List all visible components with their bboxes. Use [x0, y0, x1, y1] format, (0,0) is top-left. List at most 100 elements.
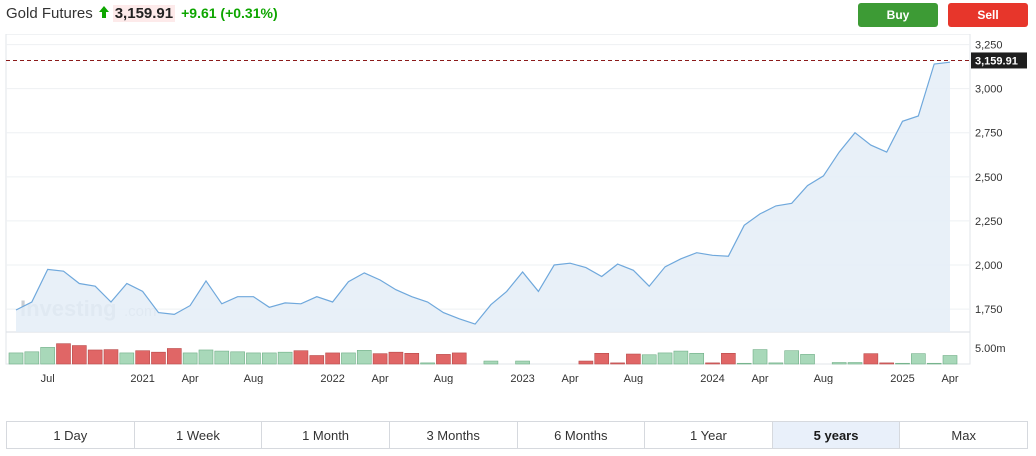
price-point	[601, 275, 603, 277]
sell-button[interactable]: Sell	[948, 3, 1028, 27]
price-point	[47, 268, 49, 270]
volume-bar	[515, 360, 530, 365]
range-1-week[interactable]: 1 Week	[134, 422, 263, 448]
volume-bar	[56, 343, 71, 365]
x-tick-label: Apr	[562, 373, 579, 384]
price-point	[506, 290, 508, 292]
volume-bar	[72, 345, 87, 365]
price-area-fill	[16, 62, 950, 332]
volume-bar	[325, 352, 340, 365]
range-max[interactable]: Max	[900, 422, 1027, 448]
x-tick-label: Apr	[751, 373, 768, 384]
price-point	[807, 185, 809, 187]
range-1-month[interactable]: 1 Month	[262, 422, 390, 448]
price-point	[442, 312, 444, 314]
price-point	[838, 151, 840, 153]
price-point	[632, 269, 634, 271]
volume-bar	[911, 353, 926, 365]
price-point	[553, 264, 555, 266]
price-point	[585, 267, 587, 269]
price-point	[15, 309, 17, 311]
y-tick-label: 2,750	[975, 128, 1003, 140]
price-point	[822, 175, 824, 177]
range-3-months[interactable]: 3 Months	[389, 422, 518, 448]
price-point	[648, 285, 650, 287]
range-1-year[interactable]: 1 Year	[645, 422, 773, 448]
price-point	[727, 255, 729, 257]
volume-bar	[293, 350, 309, 365]
volume-bar	[451, 352, 467, 365]
price-point	[411, 296, 413, 298]
price-point	[458, 318, 460, 320]
price-point	[696, 252, 698, 254]
volume-bar	[167, 348, 182, 365]
volume-bar	[610, 362, 625, 365]
price-point	[617, 263, 619, 265]
range-1-day[interactable]: 1 Day	[7, 422, 135, 448]
x-tick-label: Aug	[814, 373, 834, 384]
volume-bar	[372, 353, 388, 365]
price-chart[interactable]: 1,7502,0002,2502,5002,7503,0003,250Inves…	[0, 34, 1036, 384]
price-point	[395, 289, 397, 291]
y-tick-label: 3,000	[975, 84, 1003, 96]
price-point	[791, 202, 793, 204]
volume-bar	[246, 352, 261, 365]
x-tick-label: 2021	[130, 373, 154, 384]
price-point	[427, 301, 429, 303]
price-point	[205, 280, 207, 282]
price-point	[157, 312, 159, 314]
price-point	[712, 254, 714, 256]
price-point	[221, 303, 223, 305]
price-point	[316, 296, 318, 298]
price-point	[902, 120, 904, 122]
volume-bar	[436, 354, 451, 365]
x-tick-label: Apr	[941, 373, 958, 384]
volume-bar	[863, 353, 879, 365]
x-tick-label: 2024	[700, 373, 724, 384]
volume-bar	[103, 349, 119, 365]
volume-bar	[420, 362, 435, 365]
volume-bar	[261, 352, 277, 365]
current-price-tag	[971, 52, 1027, 69]
x-tick-label: Aug	[434, 373, 454, 384]
price-point	[474, 323, 476, 325]
volume-bar	[736, 362, 752, 365]
y-tick-label: 2,000	[975, 260, 1003, 272]
x-tick-label: Aug	[244, 373, 264, 384]
volume-bar	[198, 349, 214, 365]
volume-bar	[895, 362, 910, 365]
x-tick-label: Apr	[372, 373, 389, 384]
volume-bar	[626, 353, 641, 365]
volume-bar	[388, 351, 404, 365]
volume-bar	[879, 362, 894, 365]
price-point	[268, 306, 270, 308]
price-change: +9.61 (+0.31%)	[181, 5, 278, 21]
price-point	[569, 262, 571, 264]
price-point	[237, 296, 239, 298]
price-point	[347, 281, 349, 283]
volume-bar	[800, 354, 815, 365]
y-tick-label: 2,250	[975, 216, 1003, 228]
price-line	[15, 61, 951, 325]
volume-bar	[784, 350, 799, 365]
volume-bar	[594, 352, 610, 365]
volume-bar	[768, 362, 784, 365]
price-point	[300, 303, 302, 305]
volume-bar	[87, 349, 103, 365]
volume-bar	[483, 360, 499, 365]
volume-bar	[24, 351, 40, 365]
buy-button[interactable]: Buy	[858, 3, 938, 27]
price-point	[917, 115, 919, 117]
price-point	[379, 279, 381, 281]
price-point	[110, 301, 112, 303]
price-point	[664, 266, 666, 268]
price-point	[490, 304, 492, 306]
y-tick-label: 2,500	[975, 172, 1003, 184]
price-point	[332, 301, 334, 303]
x-tick-label: Aug	[624, 373, 644, 384]
range-5-years[interactable]: 5 years	[772, 422, 901, 448]
x-tick-label: 2025	[890, 373, 914, 384]
price-point	[173, 313, 175, 315]
range-6-months[interactable]: 6 Months	[517, 422, 646, 448]
quote-header: Gold Futures 3,159.91 +9.61 (+0.31%)	[6, 2, 278, 24]
